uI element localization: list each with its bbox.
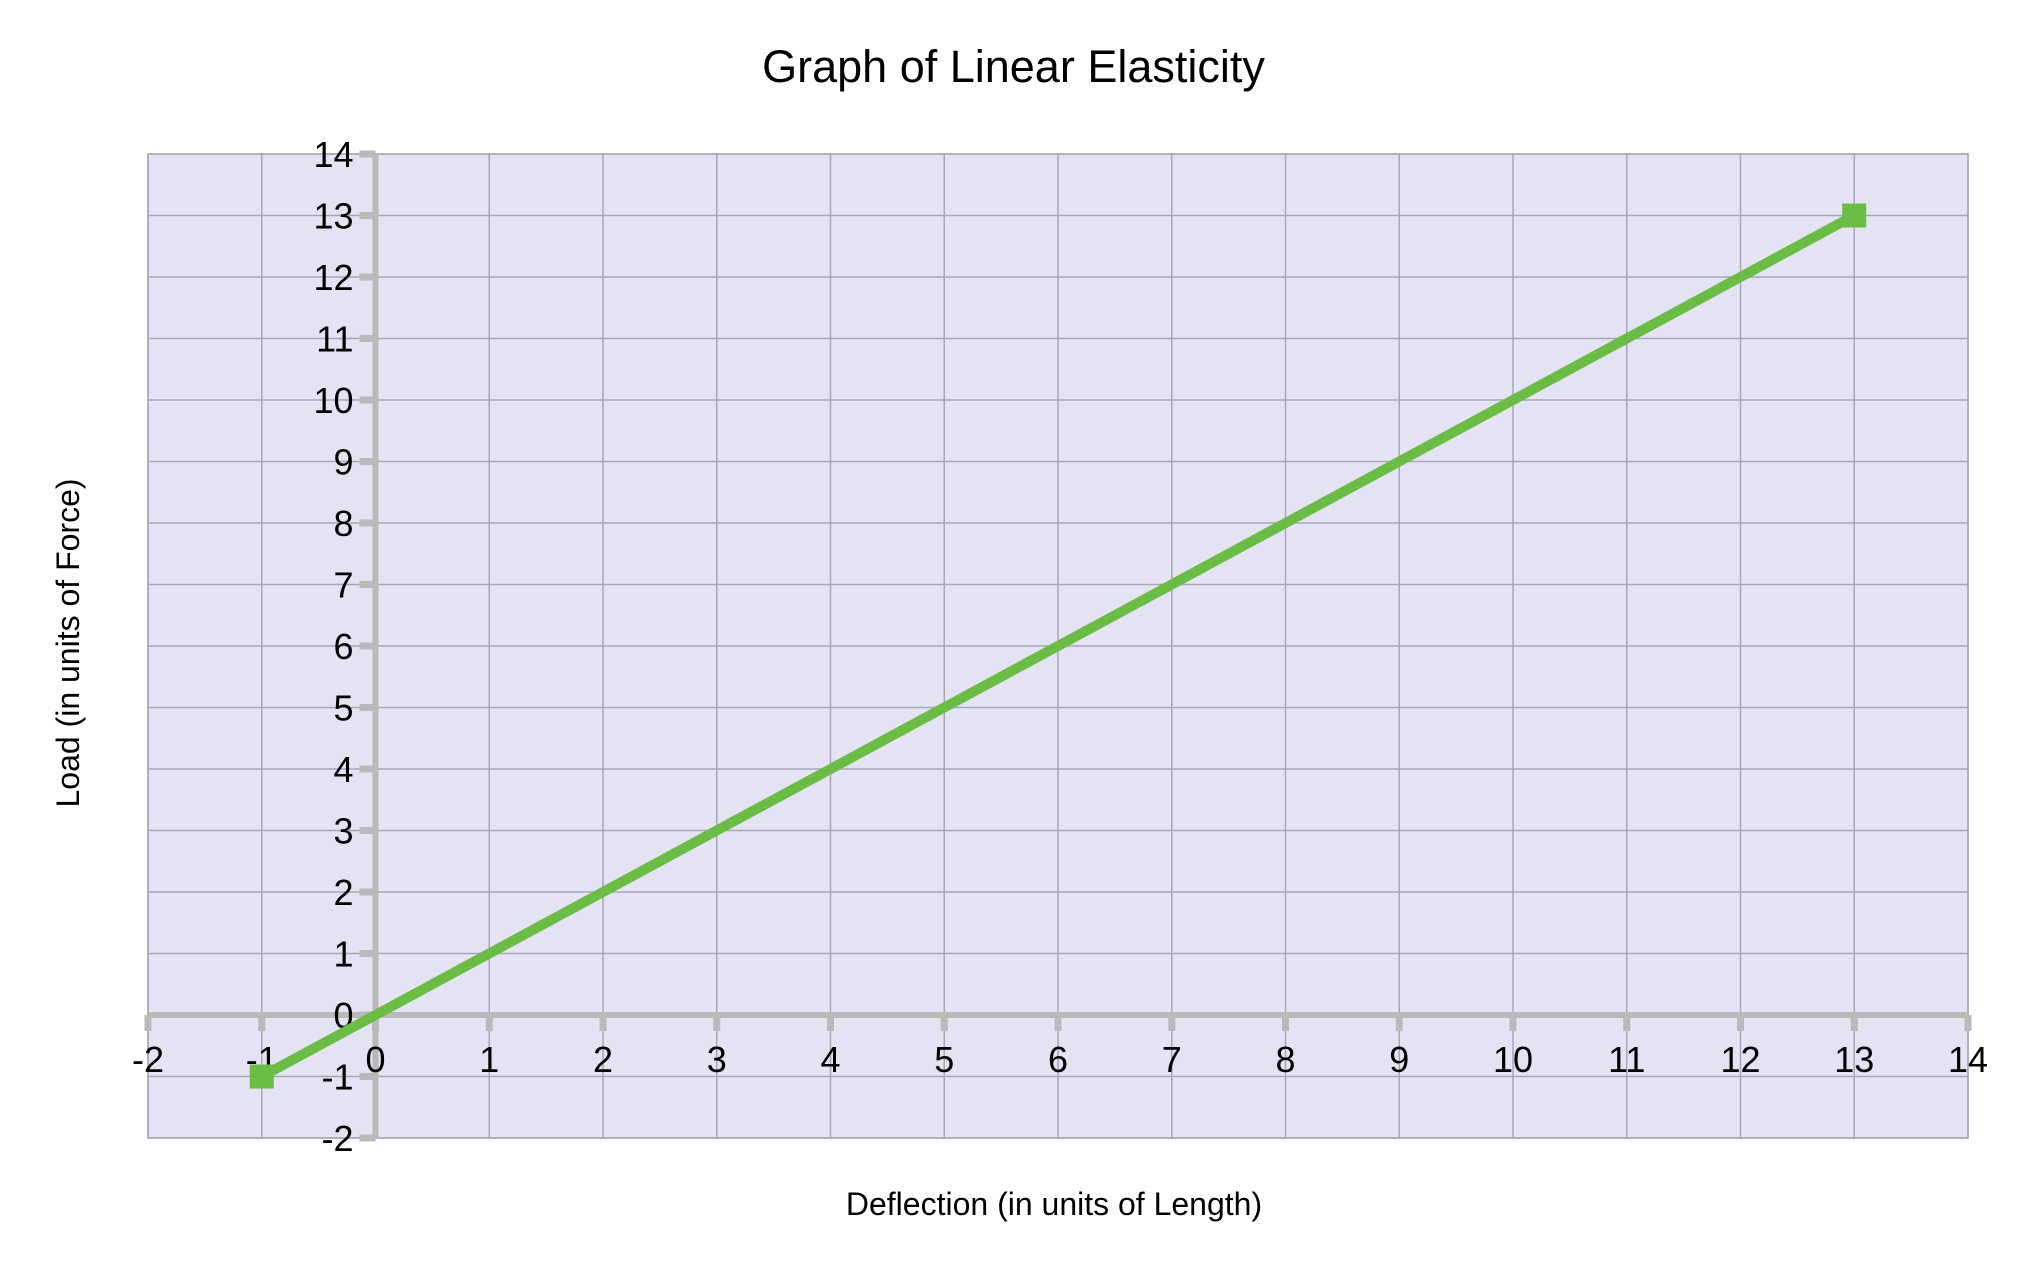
- y-tick-label: 6: [333, 626, 353, 667]
- y-tick-label: -1: [321, 1057, 353, 1098]
- x-tick-label: 13: [1834, 1039, 1874, 1080]
- y-tick-label: 4: [333, 749, 353, 790]
- data-point-marker: [1842, 203, 1867, 228]
- x-tick-label: 12: [1720, 1039, 1760, 1080]
- y-tick-label: 10: [313, 380, 353, 421]
- y-tick-label: 2: [333, 872, 353, 913]
- x-tick-label: -2: [132, 1039, 164, 1080]
- y-tick-label: 11: [316, 319, 353, 360]
- y-tick-label: 3: [333, 811, 353, 852]
- x-tick-label: 5: [934, 1039, 954, 1080]
- y-tick-label: 8: [333, 503, 353, 544]
- y-tick-label: 14: [313, 134, 353, 175]
- chart-title: Graph of Linear Elasticity: [762, 41, 1265, 92]
- y-tick-label: -2: [321, 1118, 353, 1159]
- y-axis-title: Load (in units of Force): [50, 478, 86, 808]
- x-tick-label: 7: [1162, 1039, 1182, 1080]
- series-line: [256, 210, 1860, 1082]
- y-tick-label: 9: [333, 442, 353, 483]
- y-tick-label: 12: [313, 257, 353, 298]
- y-tick-label: 13: [313, 196, 353, 237]
- x-tick-label: 1: [479, 1039, 499, 1080]
- x-tick-label: 9: [1389, 1039, 1409, 1080]
- x-tick-label: 6: [1048, 1039, 1068, 1080]
- x-tick-label: 14: [1948, 1039, 1988, 1080]
- x-tick-label: 3: [707, 1039, 727, 1080]
- y-tick-label: 5: [333, 688, 353, 729]
- x-tick-label: 10: [1493, 1039, 1533, 1080]
- y-tick-label: 1: [333, 934, 353, 975]
- x-tick-label: 4: [820, 1039, 840, 1080]
- x-tick-label: 8: [1275, 1039, 1295, 1080]
- x-tick-label: 11: [1608, 1039, 1645, 1080]
- y-tick-label: 7: [333, 565, 353, 606]
- data-point-marker: [249, 1064, 274, 1089]
- x-tick-label: 0: [365, 1039, 385, 1080]
- x-axis-title: Deflection (in units of Length): [845, 1186, 1263, 1222]
- x-tick-label: 2: [593, 1039, 613, 1080]
